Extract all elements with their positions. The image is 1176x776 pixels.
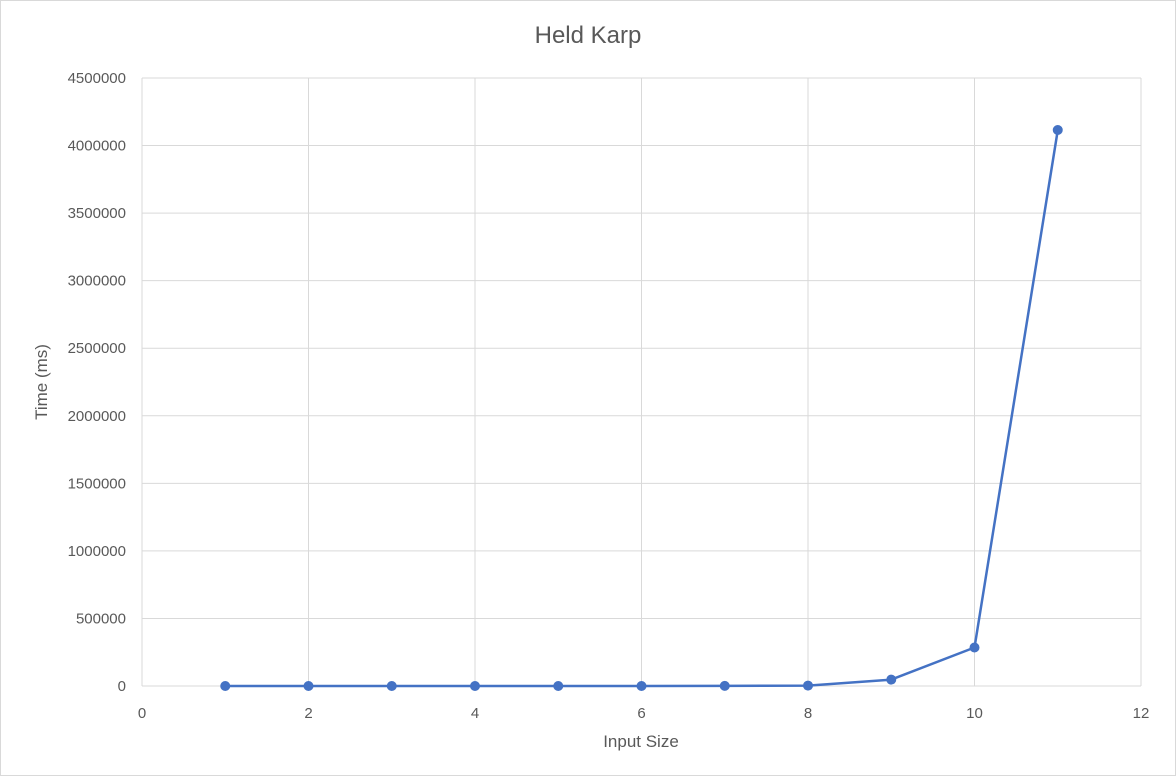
y-tick-label: 3500000 <box>68 205 126 222</box>
data-point[interactable] <box>636 680 647 691</box>
y-tick-label: 500000 <box>76 610 126 627</box>
x-tick-label: 0 <box>138 705 146 722</box>
x-tick-label: 8 <box>804 705 812 722</box>
y-axis-title: Time (ms) <box>32 344 51 420</box>
x-tick-label: 12 <box>1133 705 1150 722</box>
data-point[interactable] <box>553 681 564 691</box>
y-tick-label: 1500000 <box>68 475 126 492</box>
x-tick-label: 10 <box>966 705 983 722</box>
data-point[interactable] <box>220 681 231 691</box>
y-tick-label: 1000000 <box>68 543 126 560</box>
y-axis-tick-labels: 0 500000 1000000 1500000 2000000 2500000 30000… <box>68 70 126 695</box>
y-tick-label: 4500000 <box>68 70 126 87</box>
data-point[interactable] <box>386 681 397 691</box>
data-point[interactable] <box>969 642 980 653</box>
data-point[interactable] <box>470 681 480 691</box>
y-tick-label: 2000000 <box>68 408 126 425</box>
data-point[interactable] <box>803 680 813 691</box>
x-axis-tick-labels: 0 2 4 6 8 10 12 <box>138 705 1150 722</box>
x-tick-label: 2 <box>304 705 312 722</box>
grid <box>141 77 1142 687</box>
data-point[interactable] <box>719 680 730 691</box>
data-point[interactable] <box>886 674 897 685</box>
y-tick-label: 2500000 <box>68 340 126 357</box>
chart-title: Held Karp <box>535 22 642 49</box>
y-tick-label: 4000000 <box>68 138 126 155</box>
x-axis-title: Input Size <box>603 732 679 751</box>
y-tick-label: 0 <box>118 678 126 695</box>
y-tick-label: 3000000 <box>68 273 126 290</box>
x-tick-label: 4 <box>471 705 479 722</box>
series-group <box>220 125 1063 691</box>
x-tick-label: 6 <box>637 705 645 722</box>
data-point[interactable] <box>303 681 314 691</box>
data-point[interactable] <box>1052 125 1063 136</box>
